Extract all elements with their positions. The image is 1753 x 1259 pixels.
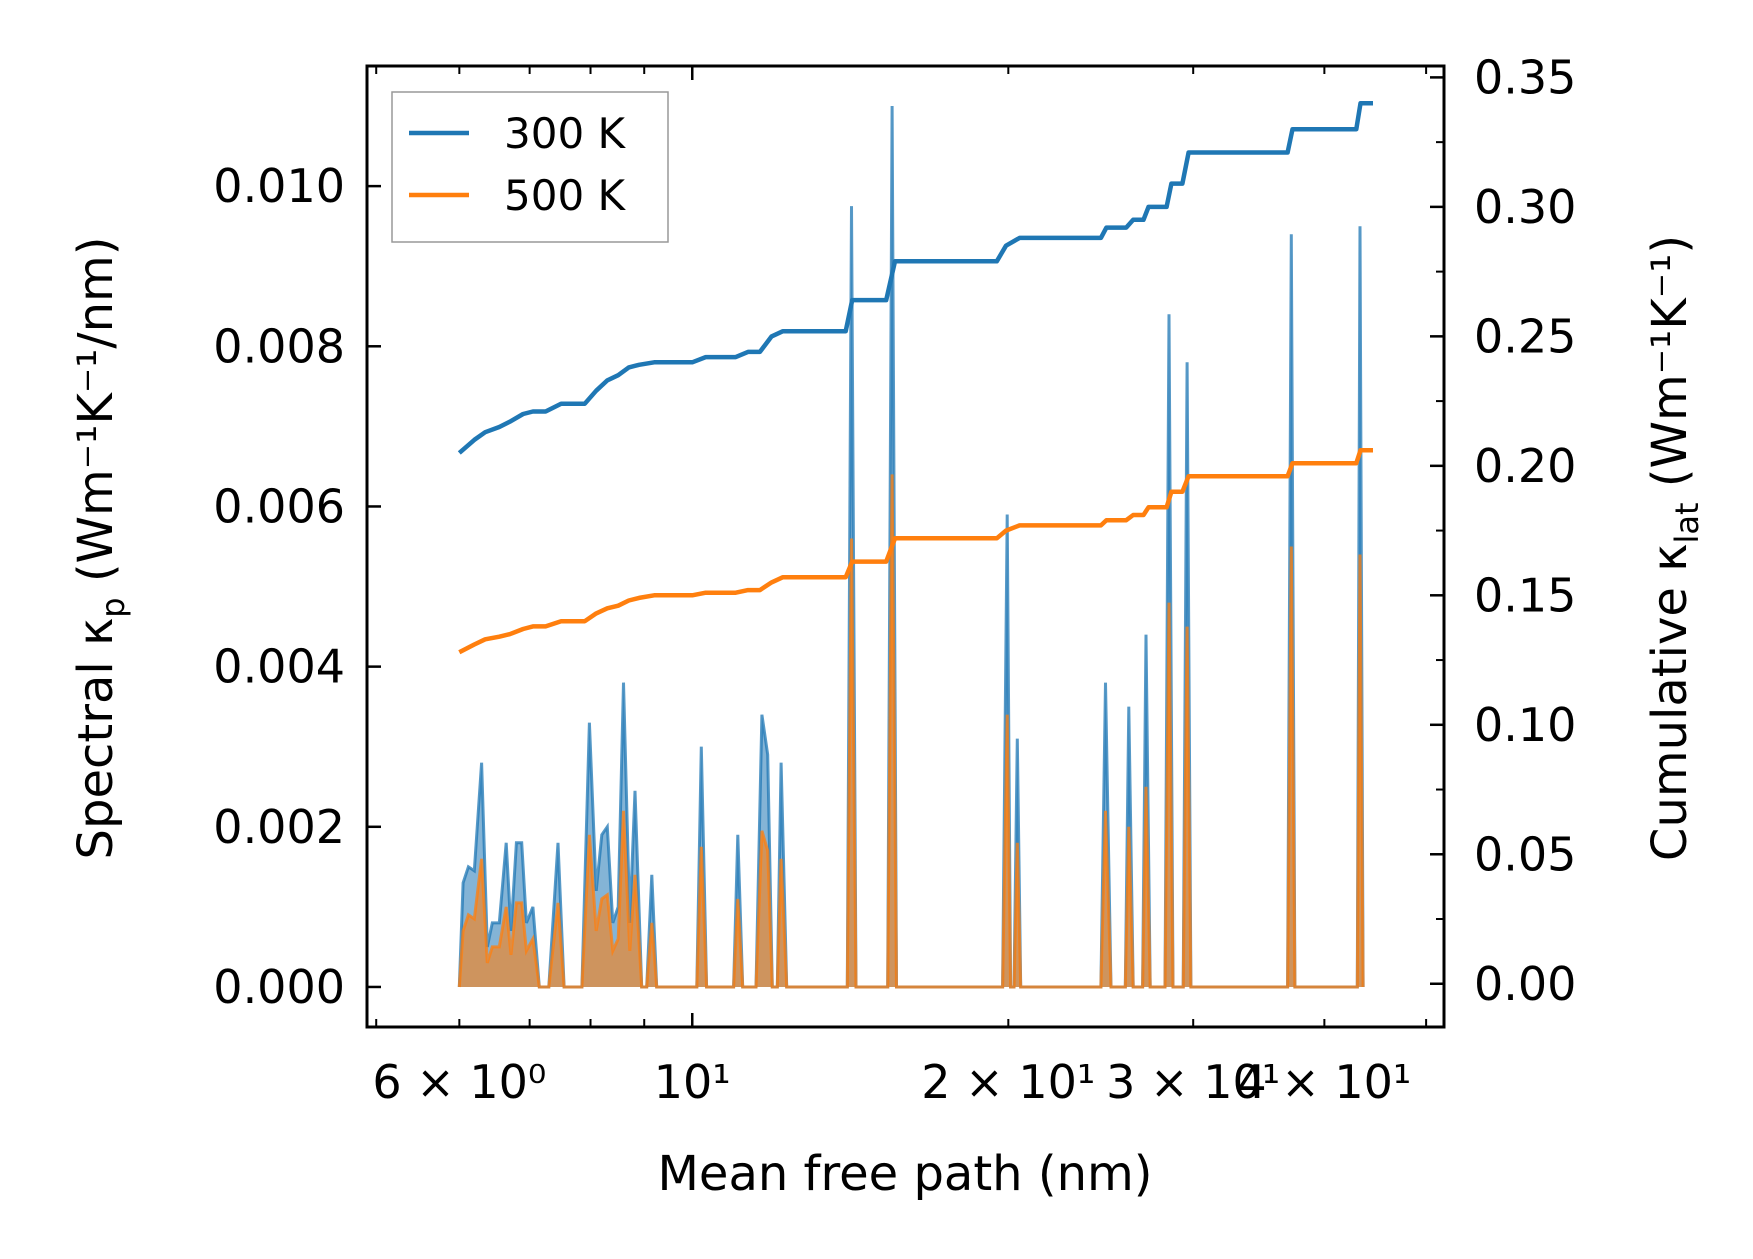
x-tick-label: 3 × 10¹ xyxy=(1106,1055,1280,1109)
x-tick-label: 6 × 10⁰ xyxy=(372,1055,546,1109)
left-y-tick-label: 0.008 xyxy=(213,319,345,373)
left-y-axis-label: Spectral κp (Wm⁻¹K⁻¹/nm) xyxy=(68,237,132,860)
plot-frame xyxy=(365,64,1446,1029)
legend-label-500k: 500 K xyxy=(504,171,627,220)
right-y-axis-label: Cumulative κlat (Wm⁻¹K⁻¹) xyxy=(1642,235,1706,861)
legend: 300 K 500 K xyxy=(391,91,669,243)
spectral-line-300k xyxy=(457,105,1365,989)
spectral-line-500k xyxy=(457,474,1365,989)
right-y-tick-label: 0.10 xyxy=(1474,698,1576,752)
left-y-label-sub: p xyxy=(94,597,132,617)
right-y-label-unit: (Wm⁻¹K⁻¹) xyxy=(1642,235,1698,503)
x-tick-label: 2 × 10¹ xyxy=(921,1055,1095,1109)
right-y-tick-label: 0.00 xyxy=(1474,957,1576,1011)
left-y-tick-label: 0.010 xyxy=(213,159,345,213)
right-y-tick-label: 0.35 xyxy=(1474,50,1576,104)
cumulative-line-300k xyxy=(457,101,1373,455)
left-y-tick-label: 0.004 xyxy=(213,640,345,694)
left-y-tick-label: 0.002 xyxy=(213,800,345,854)
x-tick-label: 4 × 10¹ xyxy=(1237,1055,1411,1109)
legend-frame xyxy=(391,91,669,243)
left-y-label-main: Spectral κ xyxy=(68,618,124,860)
tick-layer: 0.000 0.002 0.004 0.006 0.008 0.010 0.00 0.05 0.… xyxy=(213,50,1576,1109)
right-y-tick-label: 0.05 xyxy=(1474,827,1576,881)
left-y-tick-label: 0.000 xyxy=(213,960,345,1014)
spectral-fill-layer xyxy=(457,105,1365,989)
right-y-label-sub: lat xyxy=(1668,503,1706,544)
right-y-tick-label: 0.15 xyxy=(1474,568,1576,622)
right-y-label-main: Cumulative κ xyxy=(1642,544,1698,862)
left-y-tick-label: 0.006 xyxy=(213,479,345,533)
x-axis-label: Mean free path (nm) xyxy=(658,1146,1153,1202)
right-y-tick-label: 0.30 xyxy=(1474,180,1576,234)
x-tick-label: 10¹ xyxy=(654,1055,731,1109)
right-y-tick-label: 0.25 xyxy=(1474,309,1576,363)
left-y-label-unit: (Wm⁻¹K⁻¹/nm) xyxy=(68,237,124,598)
cumulative-line-500k xyxy=(458,448,1373,655)
legend-label-300k: 300 K xyxy=(504,109,627,158)
series-line-layer xyxy=(457,101,1373,655)
right-y-tick-label: 0.20 xyxy=(1474,439,1576,493)
